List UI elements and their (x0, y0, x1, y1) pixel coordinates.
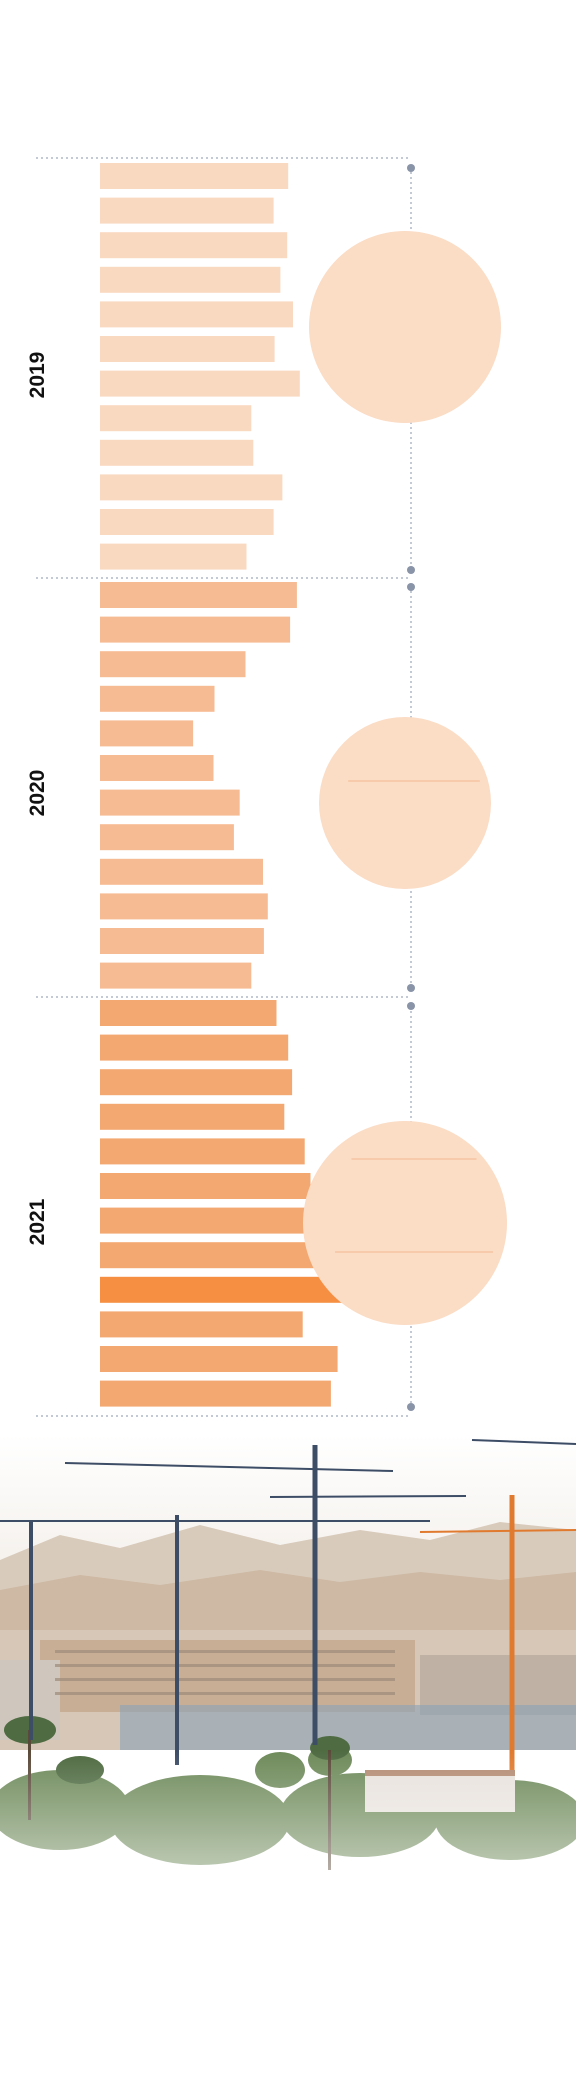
bar-2021-2 (100, 1034, 289, 1061)
bars-layer (100, 163, 352, 1407)
bar-2019-7 (100, 370, 300, 397)
bar-2019-4 (100, 266, 281, 293)
bar-2021-5 (100, 1138, 305, 1165)
guide-dot-3 (407, 984, 415, 992)
year-label-2021: 2021 (26, 1198, 49, 1245)
bar-2020-6 (100, 755, 214, 781)
bar-2020-12 (100, 962, 252, 989)
guide-dot-0 (407, 164, 415, 172)
bar-2019-8 (100, 405, 252, 432)
bar-2021-4 (100, 1103, 285, 1130)
bar-2020-3 (100, 651, 246, 678)
bar-2021-1 (100, 1000, 277, 1026)
bar-2019-12 (100, 543, 247, 570)
bar-2020-7 (100, 789, 240, 816)
guide-dot-2 (407, 583, 415, 591)
bar-2021-12 (100, 1380, 331, 1407)
bar-2020-8 (100, 824, 234, 851)
bar-2019-9 (100, 439, 254, 466)
circle-2021 (303, 1121, 507, 1325)
circles-layer (303, 231, 507, 1325)
bar-2019-10 (100, 474, 283, 501)
circle-2020 (319, 717, 491, 889)
bar-2020-1 (100, 582, 297, 608)
bar-2020-9 (100, 858, 263, 885)
circle-2019 (309, 231, 501, 423)
bar-2019-6 (100, 336, 275, 362)
bar-2019-5 (100, 301, 293, 328)
bar-2021-7 (100, 1207, 325, 1234)
bar-2020-11 (100, 928, 264, 954)
bar-2019-3 (100, 232, 288, 259)
bar-2021-10 (100, 1311, 303, 1338)
bar-2019-11 (100, 509, 274, 535)
year-labels: 2019 2020 2021 (26, 352, 49, 1246)
bar-2020-5 (100, 720, 194, 747)
bar-2021-11 (100, 1346, 338, 1372)
bar-2019-1 (100, 163, 289, 189)
guide-dot-4 (407, 1002, 415, 1010)
bar-2021-8 (100, 1242, 321, 1269)
year-label-2019: 2019 (26, 352, 49, 399)
bar-2021-6 (100, 1173, 311, 1199)
guide-dot-1 (407, 566, 415, 574)
guide-dot-5 (407, 1403, 415, 1411)
bar-2021-9 (100, 1276, 352, 1303)
year-label-2020: 2020 (26, 770, 49, 817)
bar-2021-3 (100, 1069, 293, 1096)
bar-2020-10 (100, 893, 268, 920)
bar-2019-2 (100, 197, 274, 224)
bar-2020-4 (100, 685, 215, 712)
bar-2020-2 (100, 616, 291, 643)
